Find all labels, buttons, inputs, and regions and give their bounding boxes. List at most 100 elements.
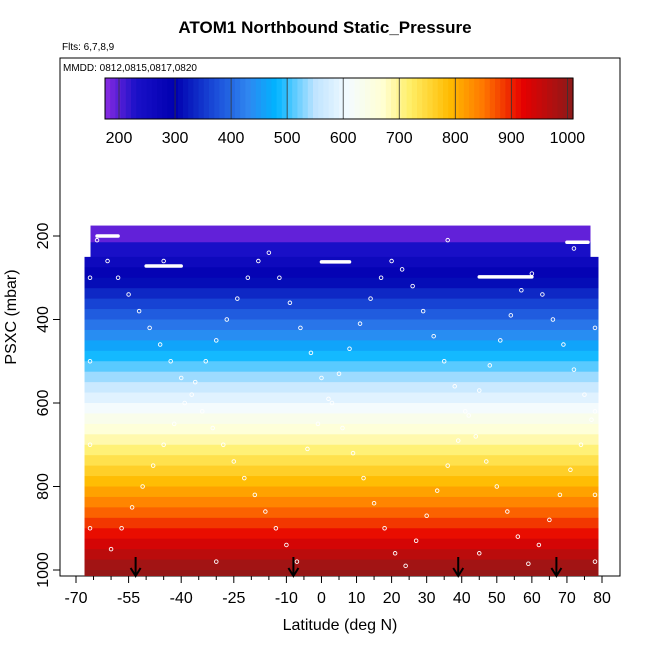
observation-point	[340, 425, 345, 431]
observation-point	[171, 421, 177, 427]
observation-point	[410, 283, 415, 289]
colorbar-segment	[307, 78, 314, 119]
colorbar-tick-label: 500	[274, 130, 301, 147]
observation-point	[263, 509, 268, 514]
colorbar-segment	[515, 78, 522, 119]
observation-point	[582, 392, 587, 397]
colorbar-segment	[323, 78, 330, 119]
colorbar-segment	[536, 78, 543, 119]
colorbar-segment	[541, 78, 548, 119]
observation-point	[466, 413, 471, 418]
x-axis: -70 -55 -40 -25 -10 0 10 20 30 40 50 60 70 80	[64, 576, 611, 607]
colorbar-segment	[521, 78, 527, 119]
colorbar-segment	[359, 78, 366, 119]
heatmap-band	[84, 382, 599, 394]
observation-point	[315, 421, 321, 427]
colorbar-segment	[344, 78, 350, 119]
observation-point	[147, 325, 152, 331]
observation-point	[357, 321, 363, 326]
colorbar-segment	[203, 78, 210, 119]
observation-point	[484, 459, 489, 464]
observation-point	[319, 375, 324, 381]
observation-point	[347, 346, 352, 351]
observation-point	[136, 308, 142, 314]
observation-point	[284, 542, 289, 548]
observation-point	[413, 538, 419, 544]
colorbar-segment	[557, 78, 564, 119]
observation-point	[592, 492, 598, 498]
heatmap-band	[84, 486, 599, 498]
x-tick-label: 50	[488, 590, 506, 607]
colorbar-segment	[266, 78, 272, 119]
heatmap-band	[84, 267, 599, 279]
observation-point	[431, 333, 436, 339]
colorbar-segment	[110, 78, 116, 119]
colorbar-segment	[287, 78, 293, 119]
colorbar-segment	[500, 78, 506, 119]
observation-point	[178, 375, 184, 381]
observation-point	[371, 500, 377, 506]
heatmap-band	[84, 392, 599, 404]
heatmap-band	[84, 319, 599, 331]
colorbar-tick-label: 700	[386, 130, 413, 147]
observation-point	[403, 563, 408, 569]
colorbar-segment	[198, 78, 205, 119]
observation-point	[256, 258, 261, 264]
colorbar-segment	[255, 78, 262, 119]
flight-arrow-head	[287, 567, 300, 578]
colorbar-segment	[562, 78, 569, 119]
heatmap-band	[84, 277, 599, 289]
observation-point	[129, 505, 135, 510]
x-tick-label: 10	[348, 590, 366, 607]
observation-point	[214, 338, 219, 343]
colorbar-segment	[479, 78, 486, 119]
x-tick-label: -10	[275, 590, 298, 607]
colorbar-segment	[235, 78, 241, 119]
observation-point	[568, 467, 573, 473]
observation-point	[505, 509, 510, 514]
colorbar-segment	[484, 78, 491, 119]
colorbar-segment	[177, 78, 184, 119]
colorbar-segment	[526, 78, 532, 119]
colorbar-segment	[354, 78, 361, 119]
y-tick-label: 800	[35, 473, 52, 500]
observation-point	[108, 546, 114, 552]
heatmap-band	[84, 528, 599, 540]
observation-point	[445, 463, 450, 468]
observation-point	[87, 526, 93, 531]
observation-point	[329, 400, 335, 406]
observation-point	[168, 359, 173, 364]
heatmap-band	[84, 465, 599, 477]
observation-point	[308, 350, 314, 356]
observation-point	[87, 359, 93, 364]
colorbar-segment	[411, 78, 418, 119]
observation-point	[287, 300, 293, 306]
heatmap-band	[84, 361, 599, 373]
colorbar-segment	[328, 78, 335, 119]
heatmap-band	[84, 455, 599, 467]
colorbar-segment	[261, 78, 267, 119]
observation-point	[424, 513, 429, 518]
colorbar-segment	[469, 78, 475, 119]
flight-arrow-head	[129, 567, 142, 578]
heatmap-band	[84, 496, 599, 508]
observation-point	[150, 463, 156, 468]
colorbar-segment	[172, 78, 179, 119]
colorbar-segment	[365, 78, 371, 119]
colorbar-segment	[250, 78, 257, 119]
heatmap-band	[84, 340, 599, 352]
heatmap-band	[84, 476, 599, 487]
observation-point	[382, 526, 387, 531]
colorbar-segment	[448, 78, 454, 119]
observation-point	[199, 409, 205, 414]
observation-point	[571, 367, 577, 372]
observation-point	[592, 325, 598, 331]
heatmap-band	[84, 444, 599, 456]
observation-point	[298, 325, 303, 331]
observation-point	[452, 384, 457, 389]
observation-point	[266, 250, 272, 255]
observation-point	[210, 425, 216, 431]
colorbar-segment	[489, 78, 496, 119]
observation-point	[519, 288, 524, 293]
colorbar-segment	[333, 78, 340, 119]
